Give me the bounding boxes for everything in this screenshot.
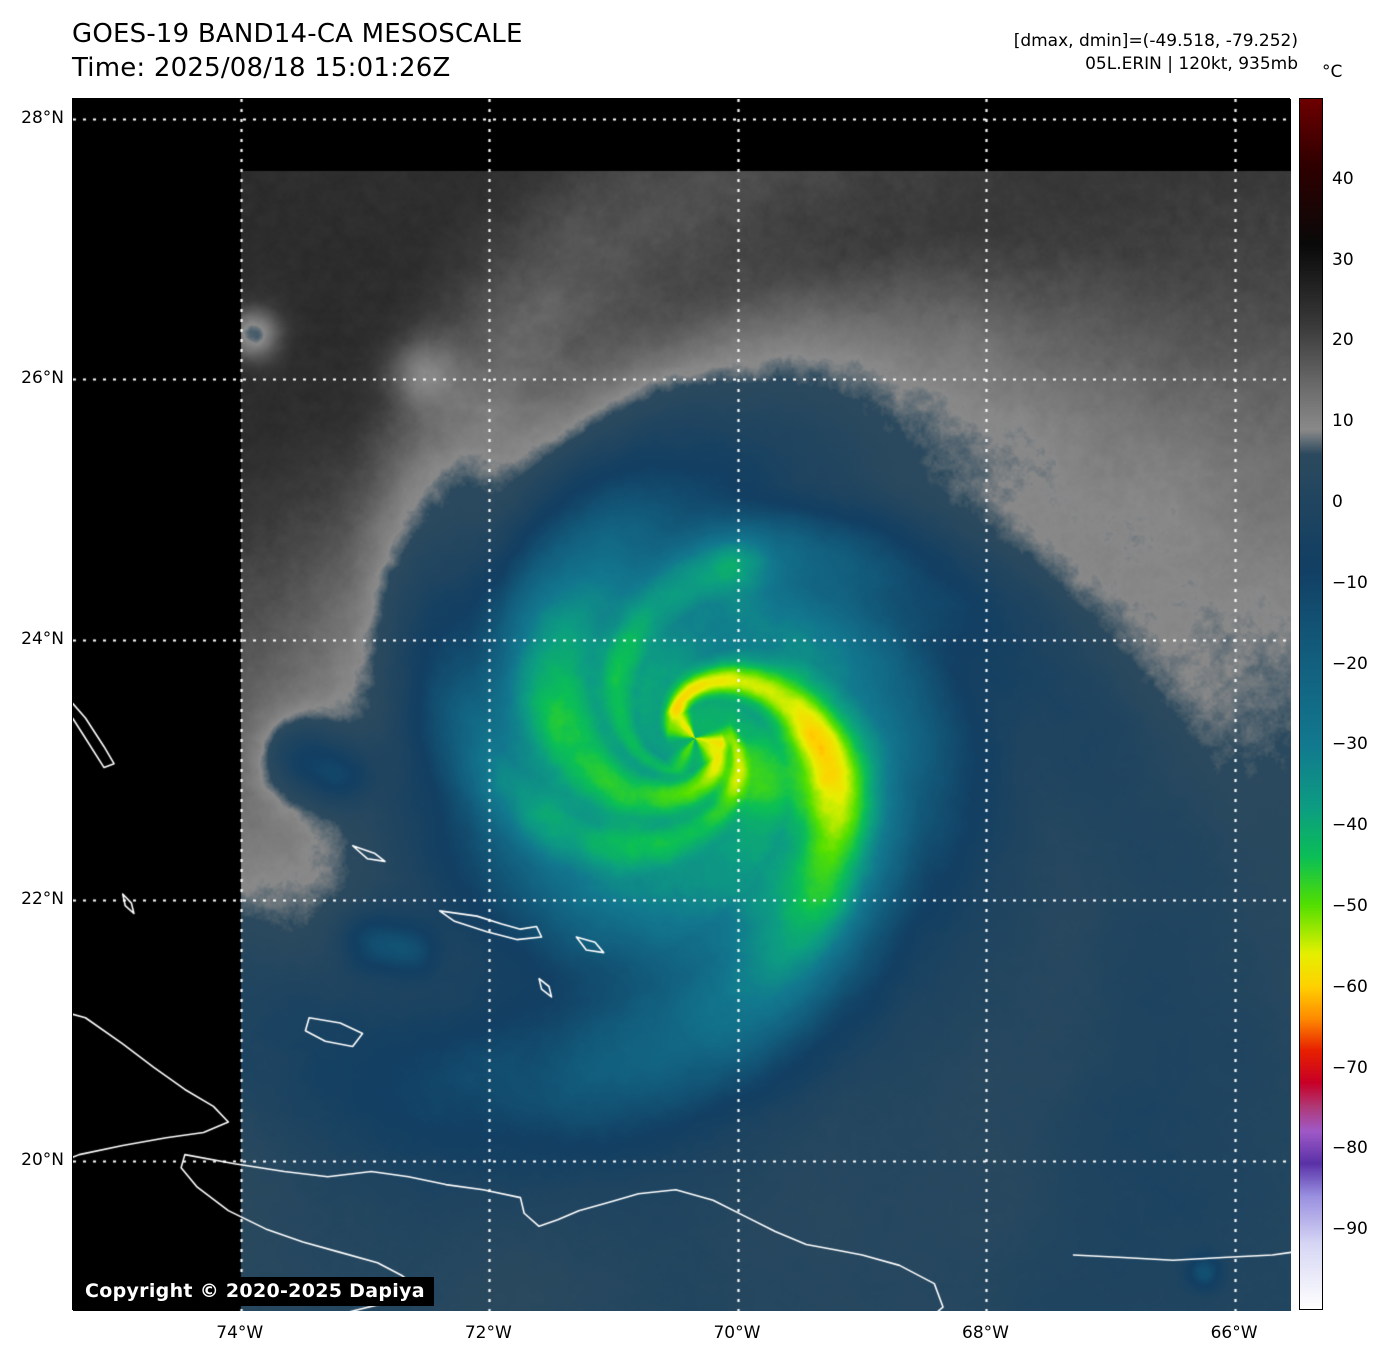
title-block: GOES-19 BAND14-CA MESOSCALE Time: 2025/0… (72, 18, 523, 86)
colorbar-tick-label: −40 (1332, 815, 1368, 836)
colorbar-tick-label: 10 (1332, 411, 1354, 432)
colorbar-tick-label: 20 (1332, 330, 1354, 351)
copyright-watermark: Copyright © 2020-2025 Dapiya (76, 1277, 434, 1306)
lon-tick-label: 68°W (962, 1323, 1009, 1343)
lat-tick-label: 20°N (21, 1150, 64, 1171)
colorbar-tick-label: −10 (1332, 572, 1368, 593)
satellite-infrared-field (73, 99, 1291, 1311)
lon-tick-label: 66°W (1210, 1323, 1258, 1343)
colorbar-tick-label: 30 (1332, 249, 1354, 270)
colorbar-tick-label: −50 (1332, 896, 1368, 916)
page-title: GOES-19 BAND14-CA MESOSCALE (72, 19, 523, 49)
colorbar[interactable] (1299, 98, 1323, 1310)
colorbar-tick-label: −70 (1332, 1057, 1368, 1078)
lat-tick-label: 28°N (21, 107, 64, 128)
colorbar-tick-label: −80 (1332, 1138, 1368, 1159)
lon-tick-label: 70°W (713, 1323, 761, 1343)
lat-tick-label: 22°N (21, 889, 64, 910)
lon-tick-label: 72°W (464, 1323, 512, 1343)
colorbar-tick-label: 40 (1332, 168, 1354, 189)
satellite-image-plot[interactable] (72, 98, 1291, 1311)
dminmax-label: [dmax, dmin]=(-49.518, -79.252) (1013, 31, 1298, 51)
storm-label: 05L.ERIN | 120kt, 935mb (1085, 54, 1298, 75)
colorbar-tick-label: −20 (1332, 653, 1368, 674)
colorbar-tick-label: −90 (1332, 1219, 1368, 1240)
colorbar-tick-label: −60 (1332, 976, 1368, 997)
colorbar-tick-label: 0 (1332, 492, 1343, 512)
lat-tick-label: 24°N (21, 628, 64, 649)
lat-tick-label: 26°N (21, 368, 64, 389)
lon-tick-label: 74°W (216, 1323, 264, 1343)
timestamp-label: Time: 2025/08/18 15:01:26Z (72, 52, 451, 83)
metadata-block: [dmax, dmin]=(-49.518, -79.252) 05L.ERIN… (1014, 30, 1298, 77)
colorbar-unit-label: °C (1322, 62, 1343, 82)
colorbar-tick-label: −30 (1332, 734, 1368, 755)
colorbar-gradient (1300, 99, 1322, 1309)
